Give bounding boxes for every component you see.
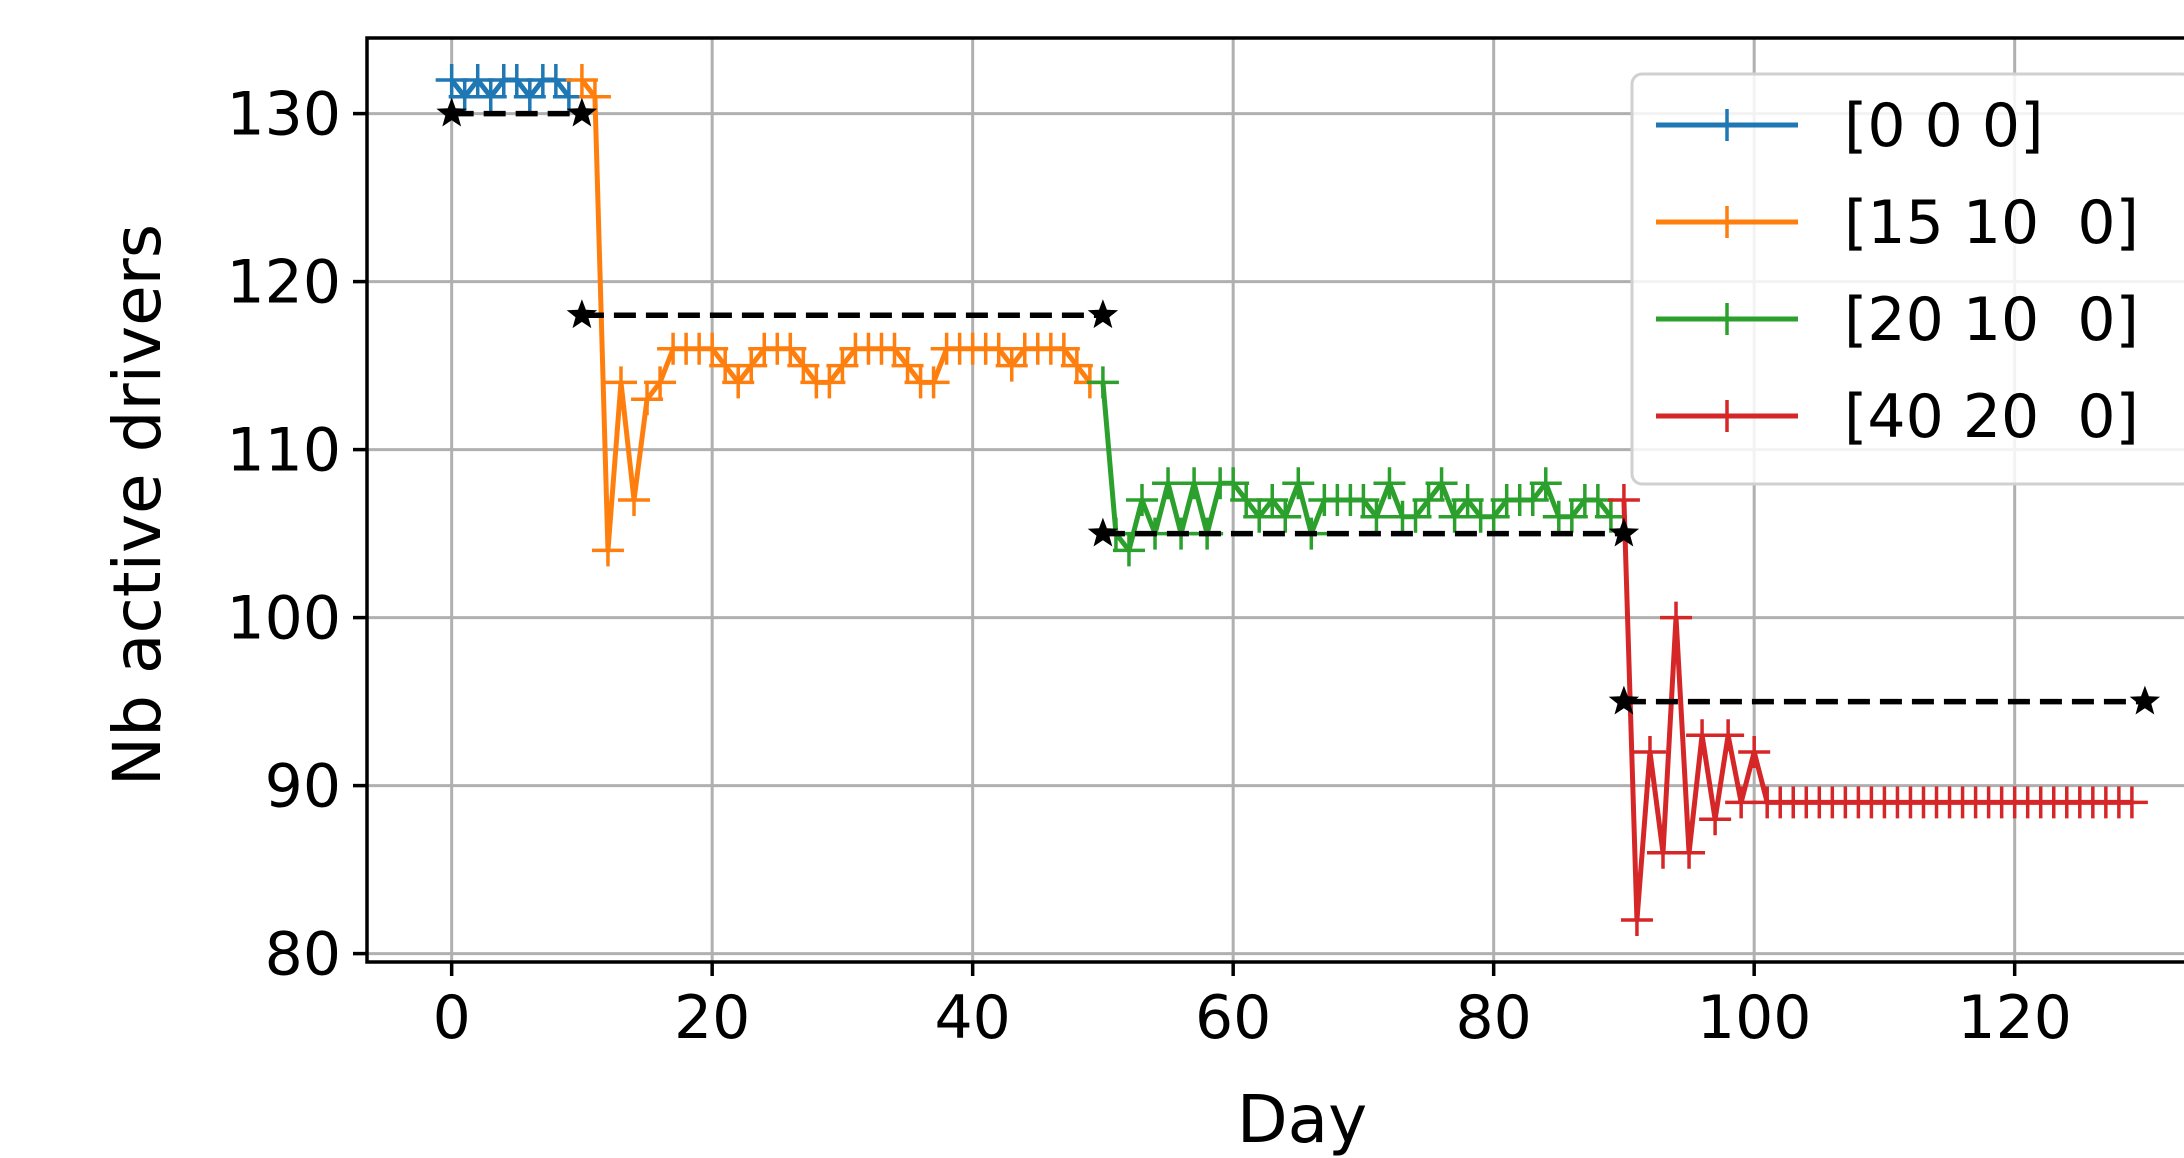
y-tick-label: 90 [265, 752, 341, 822]
data-point-marker [1282, 467, 1315, 500]
target-star-marker [1087, 299, 1119, 329]
y-tick-label: 120 [226, 248, 341, 318]
data-point-marker [1738, 736, 1771, 768]
data-point-marker [1712, 719, 1745, 752]
series-line [579, 78, 1092, 553]
x-tick-label: 60 [1195, 983, 1271, 1053]
target-star-marker [436, 97, 467, 127]
data-point-marker [1620, 904, 1653, 936]
data-point-marker [1060, 349, 1093, 382]
data-point-marker [1112, 534, 1145, 567]
legend-label: [0 0 0] [1844, 91, 2043, 161]
data-point-marker [826, 349, 859, 382]
data-point-marker [1412, 484, 1445, 516]
data-point-marker [1086, 366, 1119, 399]
target-star-marker [1608, 685, 1640, 715]
data-point-marker [513, 80, 546, 113]
data-point-marker [1477, 500, 1510, 533]
data-point-marker [618, 484, 651, 516]
data-point-marker [1125, 484, 1158, 516]
data-point-marker [1347, 484, 1380, 516]
data-point-marker [1256, 484, 1289, 516]
legend-label: [15 10 0] [1844, 188, 2139, 258]
series-line [1100, 382, 1613, 553]
data-point-marker [722, 366, 755, 399]
data-point-marker [1673, 836, 1706, 869]
legend-marker [1711, 109, 1743, 141]
data-point-marker [787, 349, 820, 382]
data-point-marker [995, 349, 1028, 382]
data-point-marker [891, 349, 924, 382]
data-point-marker [1633, 736, 1666, 768]
x-tick-label: 80 [1455, 983, 1531, 1053]
data-point-marker [2115, 786, 2148, 819]
data-point-marker [813, 366, 846, 399]
data-point-marker [878, 332, 911, 365]
target-star-marker [1087, 517, 1119, 547]
target-lines [436, 97, 2161, 715]
legend-marker [1711, 303, 1743, 335]
data-point-marker [1217, 467, 1250, 500]
data-point-marker [1529, 467, 1562, 500]
target-star-marker [1608, 517, 1640, 547]
series-line [449, 77, 571, 100]
x-axis-title: Day [1237, 1081, 1367, 1158]
data-point-marker [631, 383, 664, 416]
data-point-marker [735, 349, 768, 382]
data-point-marker [1660, 601, 1693, 634]
data-point-marker [1555, 500, 1588, 533]
x-tick-label: 40 [934, 983, 1010, 1053]
data-point-marker [1594, 500, 1627, 533]
data-point-marker [474, 80, 507, 113]
y-tick-label: 110 [226, 416, 341, 486]
plot-frame [365, 36, 2184, 964]
data-point-marker [1047, 332, 1080, 365]
y-axis-title: Nb active drivers [99, 224, 176, 786]
legend-marker [1711, 206, 1743, 238]
series-line [1621, 499, 2132, 923]
target-star-marker [566, 97, 598, 127]
data-point-marker [1451, 484, 1484, 516]
target-star-marker [2129, 685, 2161, 715]
y-tick-label: 80 [265, 920, 341, 990]
x-tick-label: 120 [1957, 983, 2072, 1053]
data-point-marker [774, 332, 807, 365]
data-point-marker [1425, 467, 1458, 500]
data-point-marker [604, 366, 637, 399]
y-tick-label: 130 [226, 80, 341, 150]
data-point-marker [1373, 467, 1406, 500]
data-point-marker [578, 80, 611, 113]
data-point-marker [1516, 484, 1549, 516]
data-point-marker [1399, 500, 1432, 533]
x-tick-label: 20 [674, 983, 750, 1053]
legend-label: [20 10 0] [1844, 285, 2139, 355]
data-point-marker [917, 366, 950, 399]
data-point-marker [1269, 500, 1302, 533]
x-tick-label: 100 [1697, 983, 1812, 1053]
data-point-marker [591, 534, 624, 567]
y-tick-label: 100 [226, 584, 341, 654]
data-point-marker [1607, 484, 1640, 516]
data-point-marker [565, 64, 598, 96]
data-point-marker [1699, 803, 1732, 836]
legend-marker [1711, 400, 1743, 432]
data-point-marker [644, 366, 677, 399]
legend: [0 0 0] [15 10 0] [20 10 0] [40 20 0] [1630, 72, 2184, 486]
data-point-marker [696, 332, 729, 365]
target-star-marker [566, 299, 598, 329]
legend-label: [40 20 0] [1844, 382, 2139, 452]
axis-ticks: 0 20 40 60 80 100 120 80 90 100 110 120 130 [226, 80, 2071, 1053]
x-tick-label: 0 [433, 983, 471, 1053]
legend-box [1630, 72, 2184, 486]
